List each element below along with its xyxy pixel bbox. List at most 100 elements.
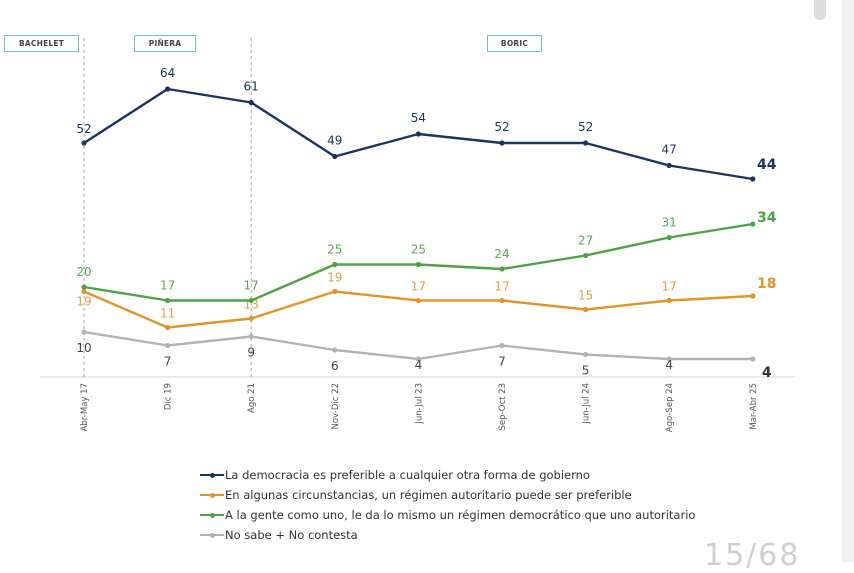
data-point [750,356,756,362]
x-tick-label: Ago 21 [247,383,257,413]
data-label: 19 [327,271,342,285]
data-point [81,329,87,335]
data-point [248,297,254,304]
data-label: 9 [247,346,255,360]
data-label: 17 [244,279,259,293]
data-point [332,261,338,268]
data-label: 61 [244,80,259,94]
data-point [165,86,171,92]
data-point [248,315,254,322]
data-label-latest: 34 [757,210,777,226]
data-label: 47 [662,143,677,157]
data-label: 52 [76,122,91,136]
x-tick-label: Dic 19 [164,383,174,410]
data-point [332,288,338,295]
data-label: 4 [665,358,673,372]
data-label: 25 [327,243,342,257]
data-label: 4 [415,358,423,372]
scrollbar-track[interactable] [842,0,854,562]
page-indicator: 15/68 [704,538,801,573]
data-label: 52 [494,120,509,134]
data-point [332,153,338,160]
chart-legend: La democracia es preferible a cualquier … [200,465,695,545]
data-label: 24 [494,247,509,261]
data-label: 19 [76,295,91,309]
era-label-pinera: PIÑERA [134,35,196,52]
scrollbar-thumb[interactable] [814,0,826,20]
data-label: 10 [76,341,91,355]
data-label: 7 [164,355,172,369]
data-point [81,288,87,295]
legend-swatch-democracy [200,470,224,480]
x-tick-label: Nov-Dic 22 [331,383,341,430]
data-point [415,356,421,362]
data-point [750,293,756,299]
data-label: 20 [76,265,91,279]
legend-item: En algunas circunstancias, un régimen au… [200,485,695,505]
data-point [165,297,171,304]
data-label: 17 [662,280,677,294]
x-tick-label: Jun-Jul 23 [414,383,424,425]
data-label: 17 [494,280,509,294]
data-label: 49 [327,134,342,148]
data-point [499,140,505,146]
data-point [165,324,171,331]
data-point [81,140,87,146]
data-point [666,356,672,362]
data-point [499,297,505,304]
data-point [415,131,421,137]
data-point [666,297,672,304]
data-point [750,221,756,227]
x-tick-label: Sep-Oct 23 [498,383,508,431]
legend-label: No sabe + No contesta [225,528,358,542]
data-label: 25 [411,243,426,257]
data-point [583,306,589,313]
legend-swatch-no-answer [200,530,224,540]
data-point [666,162,672,169]
data-point [415,297,421,304]
legend-swatch-authoritarian [200,490,224,500]
data-point [415,261,421,268]
legend-item: No sabe + No contesta [200,525,695,545]
x-tick-label: Ago-Sep 24 [665,383,675,432]
data-point [750,176,756,182]
legend-label: En algunas circunstancias, un régimen au… [225,488,632,502]
series-line [83,290,753,329]
data-label: 64 [160,66,175,80]
data-point [81,284,87,290]
data-label: 6 [331,359,339,373]
data-label: 5 [582,364,590,378]
x-tick-label: Jun-Jul 24 [582,383,592,425]
data-point [583,351,589,358]
data-label-latest: 44 [757,157,777,173]
data-label: 7 [498,355,506,369]
data-point [332,347,338,353]
data-point [583,140,589,146]
data-point [499,342,505,349]
era-label-bachelet: BACHELET [4,35,79,52]
legend-item: La democracia es preferible a cualquier … [200,465,695,485]
data-label: 15 [578,289,593,303]
data-point [499,266,505,272]
data-point [248,99,254,106]
series-line [83,330,753,361]
data-label: 17 [160,279,175,293]
data-label: 54 [411,111,426,125]
data-point [248,333,254,340]
data-label: 27 [578,234,593,248]
data-point [666,234,672,241]
data-label-latest: 18 [757,276,776,292]
legend-item: A la gente como uno, le da lo mismo un r… [200,505,695,525]
data-label-latest: 4 [762,365,772,381]
x-tick-label: Mar-Abr 25 [749,383,759,430]
legend-label: La democracia es preferible a cualquier … [225,468,590,482]
data-point [165,342,171,349]
era-label-boric: BORIC [487,35,542,52]
data-label: 52 [578,120,593,134]
legend-swatch-indifferent [200,510,224,520]
data-label: 17 [411,280,426,294]
x-tick-label: Abr-May 17 [80,383,90,431]
data-point [583,252,589,259]
data-label: 11 [160,307,175,321]
